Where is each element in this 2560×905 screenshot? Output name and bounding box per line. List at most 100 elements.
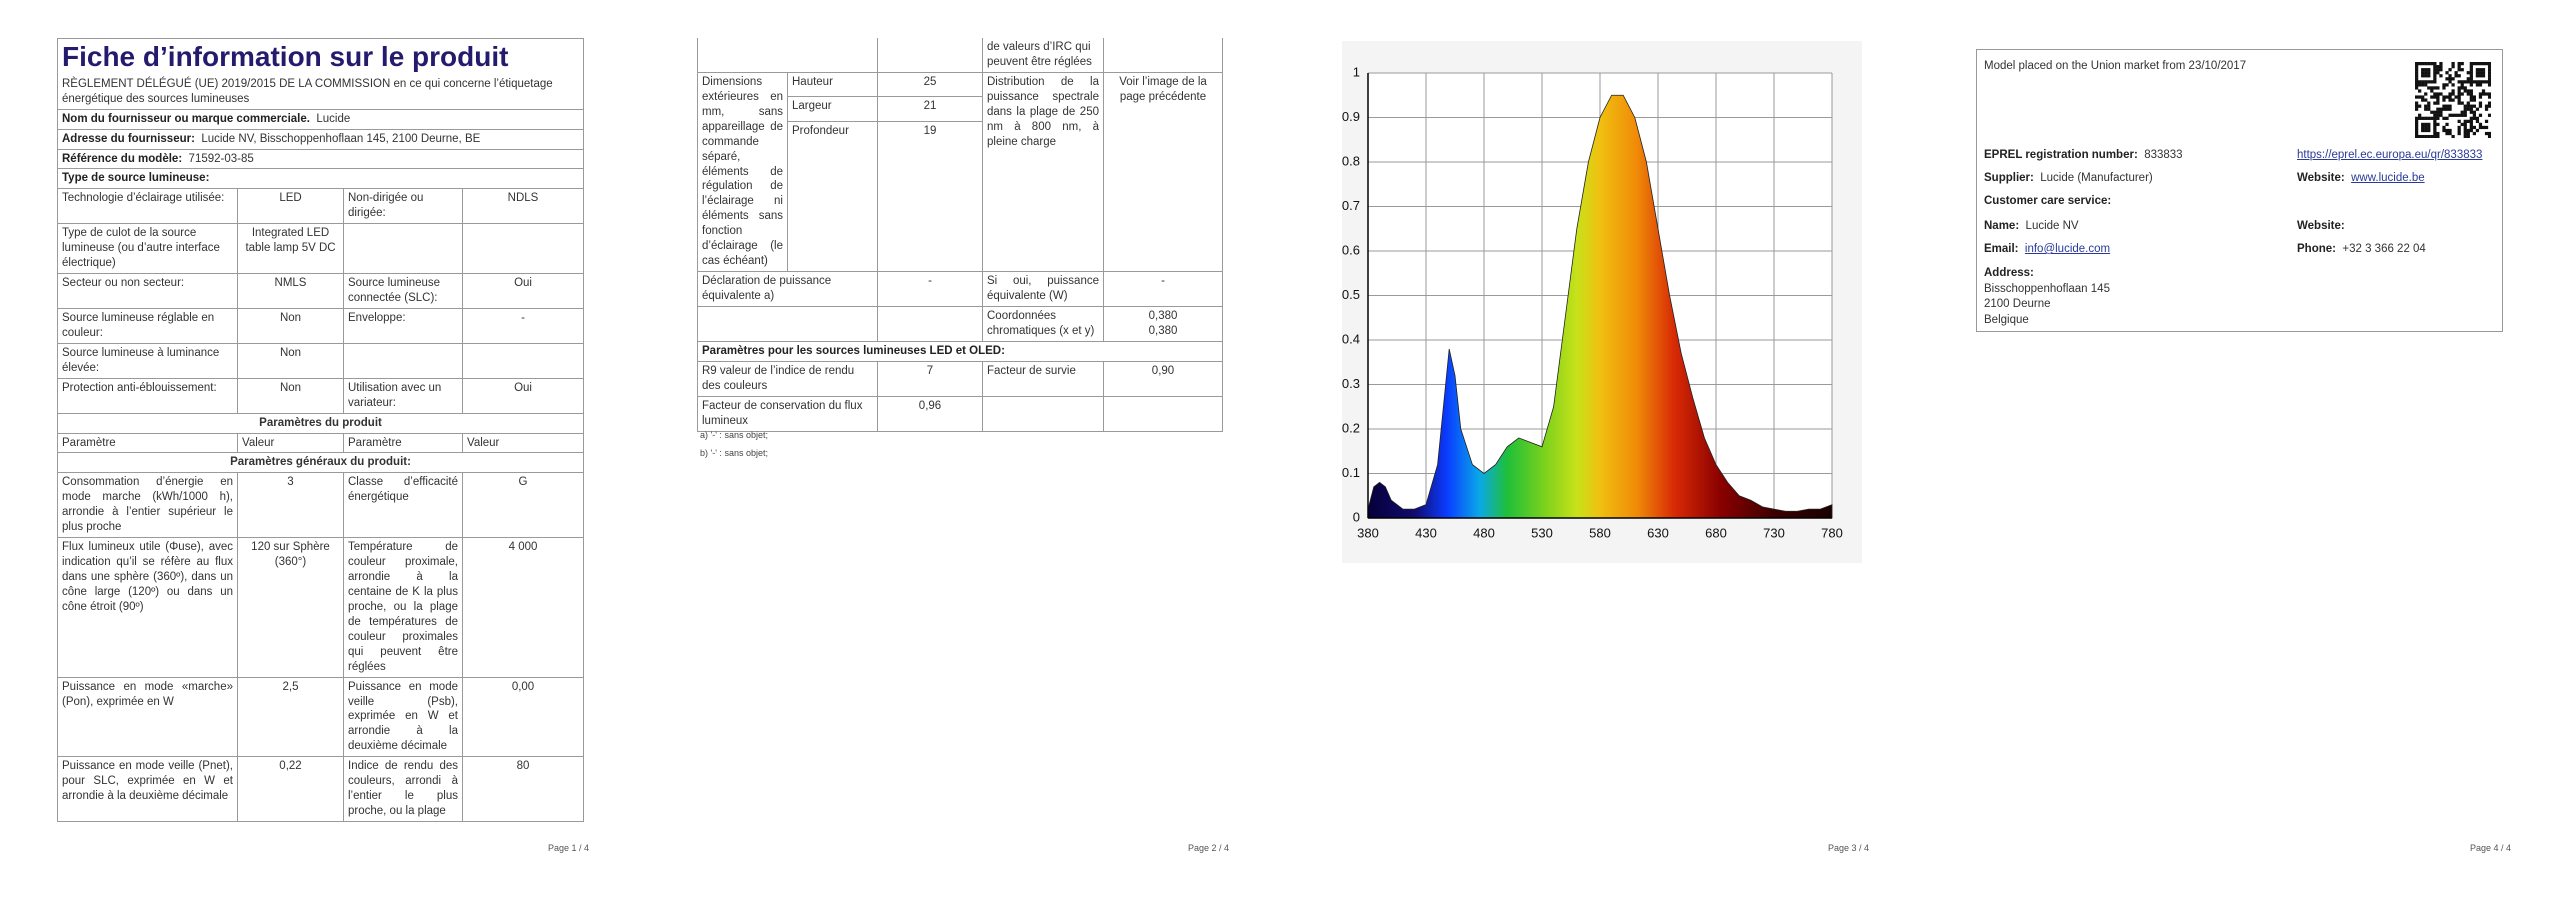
qr-module (2418, 95, 2422, 99)
qr-module (2472, 98, 2476, 102)
table-cell: Type de culot de la source lumineuse (ou… (57, 223, 238, 275)
table-cell: Facteur de conservation du flux lumineux (697, 395, 878, 432)
x-tick-label: 580 (1589, 525, 1611, 540)
table-cell: Largeur (787, 96, 878, 123)
qr-module (2457, 113, 2461, 117)
qr-module (2430, 62, 2434, 66)
qr-module (2424, 125, 2428, 130)
element: R9 valeur de l’indice de rendu des coule… (697, 360, 1223, 397)
qr-module (2445, 95, 2449, 99)
qr-module (2427, 71, 2431, 75)
website: Website: www.lucide.be (2297, 172, 2425, 184)
qr-module (2427, 134, 2431, 138)
table-cell: R9 valeur de l’indice de rendu des coule… (697, 360, 878, 397)
qr-module (2460, 68, 2464, 72)
table-cell: Puissance en mode veille (Pnet), pour SL… (57, 756, 238, 823)
website-link[interactable]: www.lucide.be (2351, 172, 2425, 184)
email-link[interactable]: info@lucide.com (2024, 243, 2111, 255)
label: Email: (1984, 243, 2019, 255)
qr-module (2466, 119, 2470, 123)
qr-module (2466, 104, 2470, 108)
table-row: Paramètre Valeur Paramètre Valeur (57, 432, 585, 454)
qr-module (2454, 71, 2458, 75)
table-cell: - (877, 271, 983, 307)
qr-module (2484, 104, 2489, 108)
qr-module (2433, 113, 2437, 117)
table-cell: NDLS (461, 188, 585, 225)
label: Name: (1984, 220, 2020, 232)
table-cell: Utilisation avec un variateur: (343, 377, 463, 414)
qr-module (2430, 80, 2434, 84)
qr-module (2487, 65, 2491, 69)
qr-module (2418, 89, 2422, 93)
qr-module (2487, 101, 2491, 105)
qr-module (2460, 86, 2464, 90)
qr-module (2463, 107, 2467, 111)
element: de valeurs d’IRC qui peuvent être réglée… (697, 38, 1223, 73)
label: Address: (1984, 267, 2034, 279)
qr-module (2433, 77, 2437, 81)
qr-module (2433, 134, 2437, 138)
value: +32 3 366 22 04 (2342, 243, 2426, 255)
table-cell: Valeur (461, 432, 585, 454)
qr-module (2442, 95, 2446, 99)
qr-module (2427, 104, 2431, 108)
qr-module (2463, 131, 2467, 136)
qr-module (2469, 125, 2473, 130)
qr-module (2472, 104, 2476, 108)
table-cell: de valeurs d’IRC qui peuvent être réglée… (982, 38, 1104, 73)
element: Profondeur 19 (698, 121, 1223, 273)
qr-module (2424, 116, 2428, 120)
qr-module (2415, 134, 2419, 138)
qr-module (2460, 122, 2464, 127)
qr-module (2466, 71, 2470, 75)
qr-module (2478, 113, 2483, 117)
qr-module (2457, 95, 2461, 99)
qr-module (2469, 77, 2473, 81)
qr-module (2436, 101, 2440, 105)
table-cell: 80 (461, 756, 585, 823)
qr-module (2469, 65, 2473, 69)
qr-module (2466, 101, 2470, 105)
qr-module (2448, 98, 2452, 102)
qr-module (2457, 128, 2461, 133)
qr-module (2433, 80, 2437, 84)
qr-module (2442, 125, 2446, 130)
contact-box: Model placed on the Union market from 23… (1976, 49, 2503, 332)
qr-module (2424, 98, 2428, 102)
value: 71592-03-85 (188, 152, 254, 165)
table-cell (697, 305, 878, 342)
qr-module (2472, 125, 2476, 130)
qr-module (2415, 107, 2419, 111)
value: 833833 (2144, 149, 2183, 161)
qr-module (2448, 68, 2452, 72)
table-cell: 0,90 (1103, 360, 1223, 397)
qr-module (2448, 128, 2452, 133)
y-tick-label: 0.4 (1342, 331, 1360, 346)
qr-module (2442, 83, 2446, 87)
qr-module (2415, 101, 2419, 105)
table-row: Protection anti-éblouissement: Non Utilisa… (57, 377, 585, 414)
x-tick-label: 380 (1357, 525, 1379, 540)
qr-module (2433, 110, 2437, 114)
table-cell: Consommation d’énergie en mode marche (k… (57, 472, 238, 539)
section-heading: Paramètres pour les sources lumineuses L… (697, 340, 1223, 362)
qr-module (2445, 83, 2449, 87)
table-cell: Paramètre (57, 432, 238, 454)
element: de valeurs d’IRC qui peuvent être réglée… (697, 38, 1223, 432)
qr-module (2478, 83, 2483, 87)
qr-module (2415, 80, 2419, 84)
qr-module (2439, 92, 2443, 96)
eprel-link[interactable]: https://eprel.ec.europa.eu/qr/833833 (2297, 149, 2483, 161)
qr-module (2445, 122, 2449, 127)
qr-module (2481, 80, 2486, 84)
qr-module (2481, 68, 2486, 72)
value: 0,380 (1148, 309, 1178, 322)
table-cell: Distribution de la puissance spectrale d… (982, 71, 1104, 273)
qr-module (2433, 125, 2437, 130)
qr-module (2478, 74, 2483, 78)
qr-module (2418, 116, 2422, 120)
section-heading: Customer care service: (1984, 195, 2111, 207)
qr-module (2439, 110, 2443, 114)
qr-module (2445, 131, 2449, 136)
